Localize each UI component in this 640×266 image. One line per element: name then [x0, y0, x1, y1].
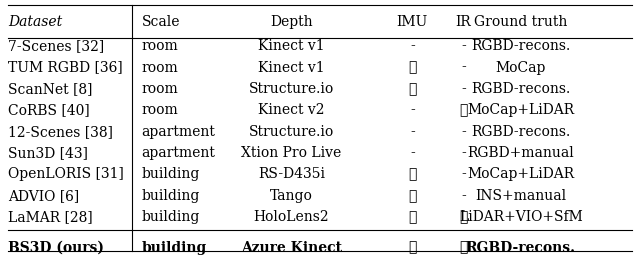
Text: -: -: [461, 82, 466, 96]
Text: Tango: Tango: [270, 189, 313, 203]
Text: IMU: IMU: [397, 15, 428, 30]
Text: room: room: [141, 61, 179, 74]
Text: ✓: ✓: [459, 210, 468, 224]
Text: -: -: [461, 61, 466, 74]
Text: -: -: [461, 125, 466, 139]
Text: room: room: [141, 103, 179, 117]
Text: RGBD+manual: RGBD+manual: [467, 146, 574, 160]
Text: ✓: ✓: [408, 82, 417, 96]
Text: RGBD-recons.: RGBD-recons.: [471, 39, 570, 53]
Text: MoCap+LiDAR: MoCap+LiDAR: [467, 103, 574, 117]
Text: -: -: [461, 39, 466, 53]
Text: 7-Scenes [32]: 7-Scenes [32]: [8, 39, 104, 53]
Text: building: building: [141, 210, 200, 224]
Text: Depth: Depth: [270, 15, 312, 30]
Text: ✓: ✓: [408, 189, 417, 203]
Text: -: -: [461, 189, 466, 203]
Text: -: -: [410, 146, 415, 160]
Text: MoCap: MoCap: [495, 61, 546, 74]
Text: room: room: [141, 82, 179, 96]
Text: OpenLORIS [31]: OpenLORIS [31]: [8, 168, 124, 181]
Text: building: building: [141, 240, 207, 255]
Text: apartment: apartment: [141, 146, 216, 160]
Text: Kinect v2: Kinect v2: [258, 103, 324, 117]
Text: -: -: [410, 125, 415, 139]
Text: INS+manual: INS+manual: [475, 189, 566, 203]
Text: ✓: ✓: [408, 210, 417, 224]
Text: ✓: ✓: [408, 168, 417, 181]
Text: -: -: [410, 103, 415, 117]
Text: 12-Scenes [38]: 12-Scenes [38]: [8, 125, 113, 139]
Text: Dataset: Dataset: [8, 15, 62, 30]
Text: CoRBS [40]: CoRBS [40]: [8, 103, 90, 117]
Text: IR: IR: [456, 15, 471, 30]
Text: HoloLens2: HoloLens2: [253, 210, 329, 224]
Text: Xtion Pro Live: Xtion Pro Live: [241, 146, 342, 160]
Text: RS-D435i: RS-D435i: [258, 168, 325, 181]
Text: Kinect v1: Kinect v1: [258, 61, 324, 74]
Text: -: -: [410, 39, 415, 53]
Text: Sun3D [43]: Sun3D [43]: [8, 146, 88, 160]
Text: Ground truth: Ground truth: [474, 15, 568, 30]
Text: ✓: ✓: [408, 240, 417, 255]
Text: ✓: ✓: [459, 240, 468, 255]
Text: BS3D (ours): BS3D (ours): [8, 240, 104, 255]
Text: building: building: [141, 189, 200, 203]
Text: ✓: ✓: [459, 103, 468, 117]
Text: RGBD-recons.: RGBD-recons.: [466, 240, 576, 255]
Text: Azure Kinect: Azure Kinect: [241, 240, 342, 255]
Text: apartment: apartment: [141, 125, 216, 139]
Text: LiDAR+VIO+SfM: LiDAR+VIO+SfM: [459, 210, 582, 224]
Text: RGBD-recons.: RGBD-recons.: [471, 82, 570, 96]
Text: RGBD-recons.: RGBD-recons.: [471, 125, 570, 139]
Text: Structure.io: Structure.io: [249, 125, 334, 139]
Text: Kinect v1: Kinect v1: [258, 39, 324, 53]
Text: LaMAR [28]: LaMAR [28]: [8, 210, 93, 224]
Text: ScanNet [8]: ScanNet [8]: [8, 82, 92, 96]
Text: ✓: ✓: [408, 61, 417, 74]
Text: -: -: [461, 168, 466, 181]
Text: Scale: Scale: [141, 15, 180, 30]
Text: TUM RGBD [36]: TUM RGBD [36]: [8, 61, 122, 74]
Text: building: building: [141, 168, 200, 181]
Text: MoCap+LiDAR: MoCap+LiDAR: [467, 168, 574, 181]
Text: Structure.io: Structure.io: [249, 82, 334, 96]
Text: room: room: [141, 39, 179, 53]
Text: ADVIO [6]: ADVIO [6]: [8, 189, 79, 203]
Text: -: -: [461, 146, 466, 160]
